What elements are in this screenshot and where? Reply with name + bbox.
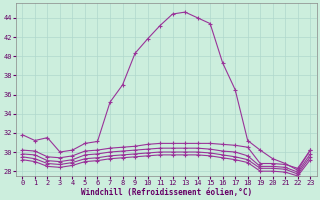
X-axis label: Windchill (Refroidissement éolien,°C): Windchill (Refroidissement éolien,°C) (81, 188, 252, 197)
